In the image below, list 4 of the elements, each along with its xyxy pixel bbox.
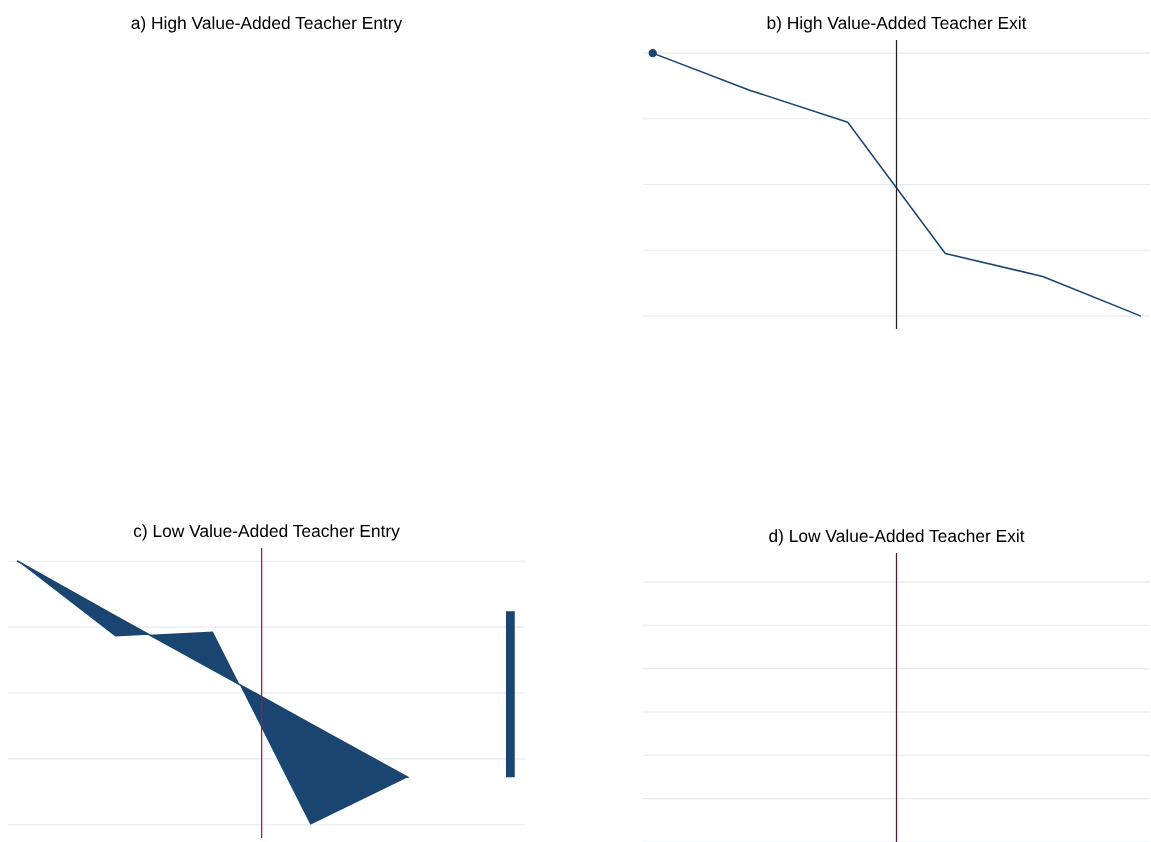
chart-title: c) Low Value-Added Teacher Entry	[133, 524, 400, 541]
text: a) High Value-Added Teacher Entry	[131, 16, 403, 33]
text: d) Low Value-Added Teacher Exit	[769, 529, 1025, 546]
chart-title: b) High Value-Added Teacher Exit	[767, 16, 1027, 33]
